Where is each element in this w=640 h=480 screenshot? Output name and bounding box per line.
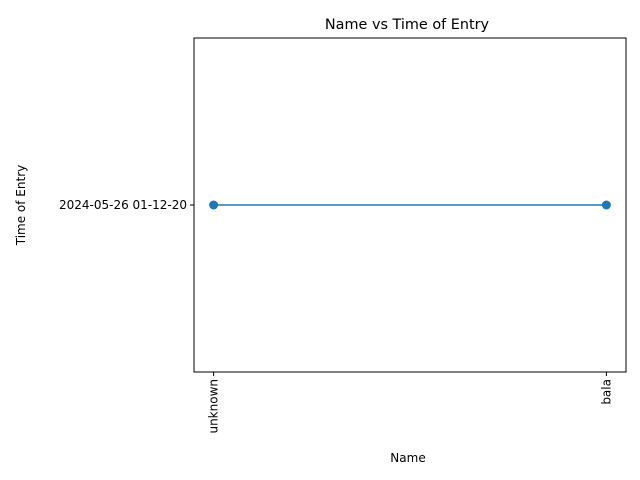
x-axis-label: Name	[390, 451, 425, 465]
x-axis-ticks: unknown bala	[207, 372, 613, 434]
data-point	[601, 200, 611, 210]
x-tick-label: unknown	[207, 379, 221, 434]
series-layer	[209, 200, 611, 210]
data-point	[209, 200, 219, 210]
y-axis-ticks: 2024-05-26 01-12-20	[59, 198, 194, 212]
chart-title: Name vs Time of Entry	[325, 17, 490, 33]
x-tick-label: bala	[599, 379, 613, 405]
y-axis-label: Time of Entry	[14, 165, 28, 247]
y-tick-label: 2024-05-26 01-12-20	[59, 198, 187, 212]
